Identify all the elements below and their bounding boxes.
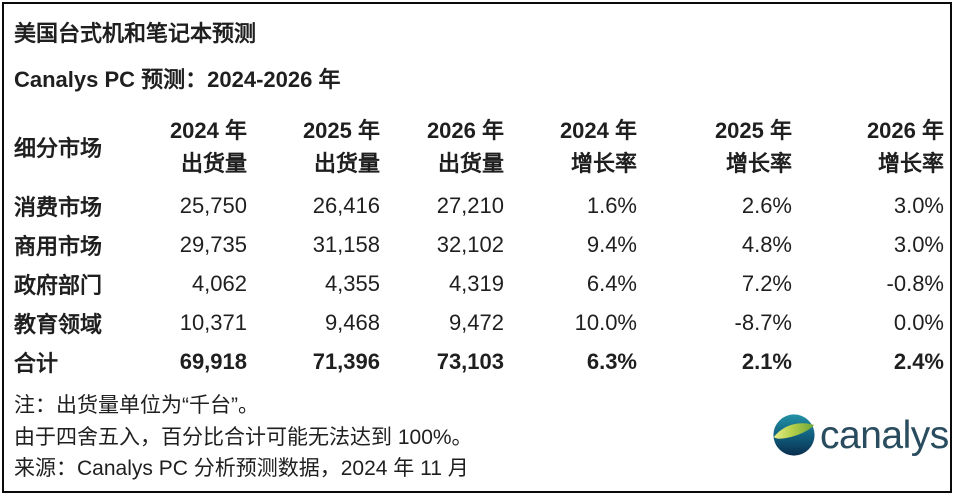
row-label: 消费市场 (14, 194, 103, 220)
forecast-table: 细分市场 2024 年 出货量 2025 年 出货量 2026 年 出货量 2 (14, 108, 944, 382)
column-header-2026-growth: 2026 年 增长率 (866, 118, 944, 176)
cell-value: 7.2% (741, 270, 792, 296)
column-header-2025-growth: 2025 年 增长率 (714, 118, 792, 176)
row-label: 合计 (14, 351, 59, 376)
cell-value: 9,468 (324, 309, 380, 335)
note-source: 来源：Canalys PC 分析预测数据，2024 年 11 月 (14, 457, 469, 480)
cell-value: 2.6% (741, 192, 792, 218)
canalys-logo: canalys (773, 412, 949, 464)
cell-value: 25,750 (179, 192, 247, 218)
note-units: 注：出货量单位为“千台”。 (14, 394, 259, 417)
table-header-row: 细分市场 2024 年 出货量 2025 年 出货量 2026 年 出货量 2 (14, 108, 944, 186)
table-row-consumer: 消费市场 25,750 26,416 27,210 1.6% 2.6% 3.0% (14, 186, 944, 225)
cell-value: 1.6% (586, 192, 637, 218)
cell-value: 2.4% (893, 349, 944, 374)
note-rounding: 由于四舍五入，百分比合计可能无法达到 100%。 (14, 425, 473, 449)
cell-value: 4,355 (324, 270, 380, 296)
cell-value: 2.1% (741, 349, 792, 374)
page-title: 美国台式机和笔记本预测 (14, 21, 257, 46)
cell-value: 27,210 (436, 192, 504, 218)
cell-value: 4.8% (741, 231, 792, 257)
column-header-2024-shipments: 2024 年 出货量 (169, 118, 247, 176)
column-header-segment: 细分市场 (14, 136, 103, 161)
column-header-2024-growth: 2024 年 增长率 (559, 118, 637, 176)
cell-value: 4,319 (448, 270, 504, 296)
cell-value: 31,158 (312, 231, 380, 257)
cell-value: 29,735 (179, 231, 247, 257)
forecast-table-card: 美国台式机和笔记本预测 Canalys PC 预测：2024-2026 年 细分… (2, 2, 952, 493)
column-header-2026-shipments: 2026 年 出货量 (426, 118, 504, 176)
cell-value: 69,918 (179, 349, 247, 374)
cell-value: 10,371 (179, 309, 247, 335)
cell-value: 26,416 (312, 192, 380, 218)
cell-value: 9,472 (448, 309, 504, 335)
table-row-total: 合计 69,918 71,396 73,103 6.3% 2.1% 2.4% (14, 342, 944, 382)
table-row-government: 政府部门 4,062 4,355 4,319 6.4% 7.2% -0.8% (14, 264, 944, 303)
cell-value: -0.8% (886, 270, 944, 296)
cell-value: 3.0% (893, 192, 944, 218)
cell-value: 9.4% (586, 231, 637, 257)
cell-value: 71,396 (312, 349, 380, 374)
table-row-commercial: 商用市场 29,735 31,158 32,102 9.4% 4.8% 3.0% (14, 225, 944, 264)
cell-value: 6.3% (586, 349, 637, 374)
canalys-wordmark: canalys (820, 414, 949, 457)
cell-value: 6.4% (586, 270, 637, 296)
cell-value: -8.7% (734, 309, 792, 335)
cell-value: 3.0% (893, 231, 944, 257)
cell-value: 10.0% (574, 309, 637, 335)
row-label: 商用市场 (14, 233, 103, 259)
canalys-globe-icon (773, 414, 815, 456)
cell-value: 4,062 (191, 270, 247, 296)
column-header-2025-shipments: 2025 年 出货量 (302, 118, 380, 176)
row-label: 政府部门 (14, 272, 103, 298)
table-row-education: 教育领域 10,371 9,468 9,472 10.0% -8.7% 0.0% (14, 303, 944, 342)
cell-value: 0.0% (893, 309, 944, 335)
row-label: 教育领域 (14, 311, 103, 337)
cell-value: 73,103 (436, 349, 504, 374)
page-subtitle: Canalys PC 预测：2024-2026 年 (14, 67, 341, 92)
cell-value: 32,102 (436, 231, 504, 257)
footnotes: 注：出货量单位为“千台”。 由于四舍五入，百分比合计可能无法达到 100%。 来… (14, 390, 473, 485)
